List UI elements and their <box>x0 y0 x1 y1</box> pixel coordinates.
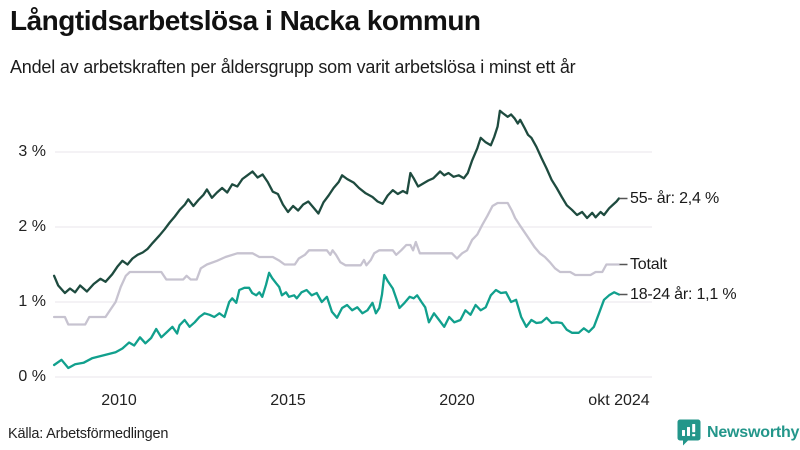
series-line-18-24-ar <box>52 271 621 370</box>
x-tick-label-2015: 2015 <box>270 392 306 409</box>
series-label-totalt: Totalt <box>630 256 668 273</box>
x-tick-label-2020: 2020 <box>439 392 475 409</box>
page-title: Långtidsarbetslösa i Nacka kommun <box>10 5 481 36</box>
y-tick-label-2: 2 % <box>18 218 46 235</box>
newsworthy-wordmark: Newsworthy <box>707 423 800 441</box>
x-tick-label-2010: 2010 <box>101 392 137 409</box>
page-subtitle: Andel av arbetskraften per åldersgrupp s… <box>10 57 576 77</box>
chart-bars-bubble-icon <box>677 419 701 446</box>
series-line-55-ar <box>52 109 621 295</box>
series-label-18-24-ar: 18-24 år: 1,1 % <box>630 286 737 303</box>
newsworthy-logo: Newsworthy <box>677 419 799 446</box>
source-note: Källa: Arbetsförmedlingen <box>8 426 169 442</box>
y-tick-label-0: 0 % <box>18 368 46 385</box>
series-label-55-ar: 55- år: 2,4 % <box>630 190 720 207</box>
y-tick-label-1: 1 % <box>18 293 46 310</box>
y-tick-label-3: 3 % <box>18 143 46 160</box>
series-line-totalt <box>52 201 621 326</box>
x-tick-label-okt-2024: okt 2024 <box>588 392 650 409</box>
